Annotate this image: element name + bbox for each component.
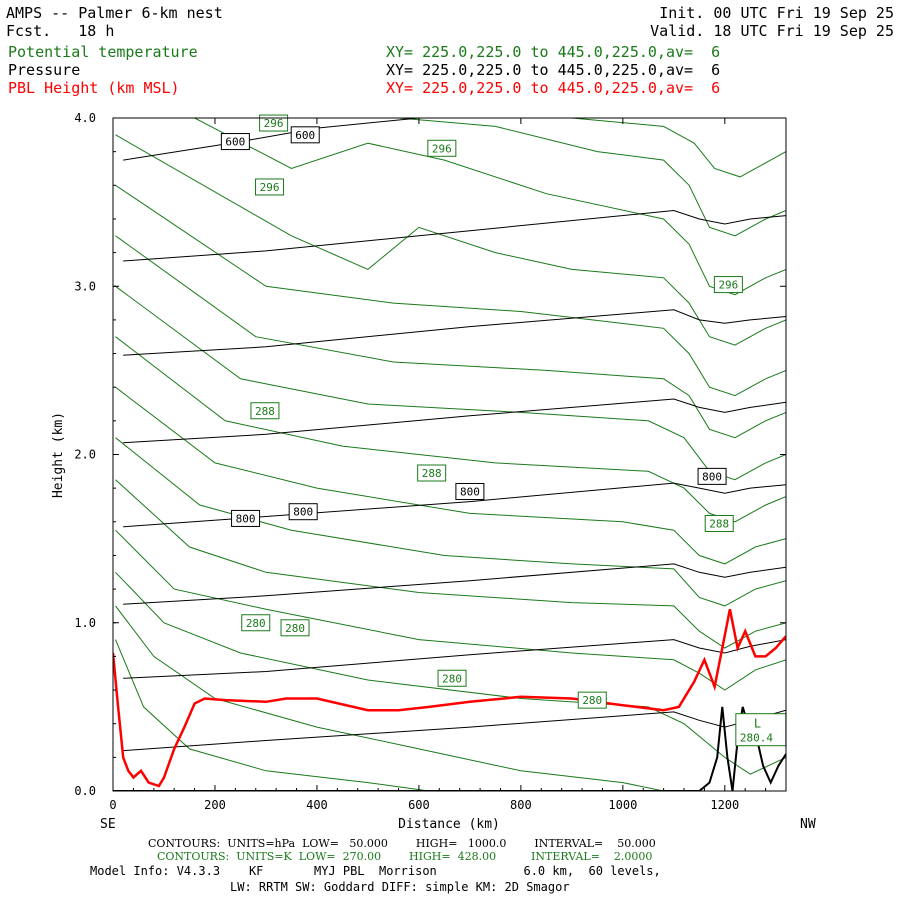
- svg-text:800: 800: [236, 512, 256, 525]
- theta-label: 296: [255, 178, 285, 196]
- x-axis-label: Distance (km): [398, 817, 500, 832]
- pressure-label: 800: [455, 483, 485, 501]
- pressure-contour-950: [123, 709, 786, 752]
- model-info: Model Info: V4.3.3 KF MYJ PBL Morrison 6…: [90, 864, 661, 878]
- pbl-height-line: [113, 609, 786, 788]
- pressure-label: 800: [697, 467, 727, 485]
- valid-time: Valid. 18 UTC Fri 19 Sep 25: [650, 22, 894, 40]
- pressure-contour-900: [123, 639, 786, 679]
- field-pbl-name: PBL Height (km MSL): [8, 79, 180, 97]
- theta-contour-info: CONTOURS: UNITS=K LOW= 270.00 HIGH= 428.…: [157, 850, 653, 863]
- pressure-label: 800: [288, 503, 318, 521]
- svg-text:800: 800: [460, 486, 480, 499]
- theta-label: 280: [241, 614, 271, 632]
- theta-contour-272: [115, 639, 430, 791]
- theta-label: 296: [427, 139, 457, 157]
- field-pbl-xy: XY= 225.0,225.0 to 445.0,225.0,av= 6: [386, 79, 721, 97]
- svg-text:600: 600: [295, 129, 315, 142]
- pbl-height-path: [113, 609, 786, 788]
- theta-label: 296: [259, 114, 289, 132]
- y-tick-label: 3.0: [74, 279, 96, 293]
- theta-label: 280: [437, 669, 467, 687]
- theta-contour-292: [115, 184, 786, 397]
- svg-text:288: 288: [255, 405, 275, 418]
- pressure-contour-600: [123, 118, 419, 161]
- y-tick-label: 1.0: [74, 616, 96, 630]
- right-end-label: NW: [800, 817, 816, 832]
- theta-contour-296: [194, 118, 786, 296]
- init-time: Init. 00 UTC Fri 19 Sep 25: [659, 4, 894, 22]
- x-tick-label: 0: [109, 798, 116, 812]
- theta-label: 280: [577, 691, 607, 709]
- svg-text:288: 288: [422, 467, 442, 480]
- pressure-contour-750: [123, 398, 786, 444]
- x-tick-label: 1000: [608, 798, 637, 812]
- x-tick-label: 1200: [710, 798, 739, 812]
- x-tick-label: 600: [408, 798, 430, 812]
- theta-label: 288: [417, 464, 447, 482]
- svg-text:280: 280: [442, 672, 462, 685]
- y-tick-label: 0.0: [74, 784, 96, 798]
- svg-text:800: 800: [702, 470, 722, 483]
- forecast-value: 18 h: [78, 22, 115, 40]
- physics-info: LW: RRTM SW: Goddard DIFF: simple KM: 2D…: [230, 880, 570, 894]
- field-theta-name: Potential temperature: [8, 43, 198, 61]
- pressure-contour-800: [123, 482, 786, 528]
- pressure-contour-700: [123, 309, 786, 356]
- svg-text:280: 280: [285, 622, 305, 635]
- svg-text:288: 288: [709, 517, 729, 530]
- theta-contour-286: [115, 336, 786, 523]
- forecast-label: Fcst.: [6, 22, 52, 40]
- theta-contour-294: [115, 134, 786, 346]
- x-tick-label: 400: [306, 798, 328, 812]
- pressure-contour-info: CONTOURS: UNITS=hPa LOW= 50.000 HIGH= 10…: [148, 837, 656, 850]
- contour-labels: 296 296 296 296 288 288 288 280 280 280 280 600 600 8…: [220, 114, 787, 747]
- theta-contour-280: [115, 479, 786, 649]
- svg-text:600: 600: [225, 136, 245, 149]
- y-axis-label: Height (km): [51, 412, 66, 498]
- theta-contours: [115, 118, 786, 791]
- svg-text:800: 800: [293, 506, 313, 519]
- svg-text:296: 296: [718, 279, 738, 292]
- svg-text:280: 280: [246, 617, 266, 630]
- svg-text:296: 296: [264, 117, 284, 130]
- theta-contour-278: [115, 529, 786, 691]
- theta-contour-288: [115, 285, 786, 481]
- low-marker-letter: L: [754, 717, 761, 731]
- pressure-label: 800: [231, 509, 261, 527]
- svg-text:280: 280: [582, 694, 602, 707]
- theta-contour-290: [115, 235, 786, 439]
- low-marker-value: 280.4: [740, 732, 773, 745]
- theta-contour-274: [115, 605, 664, 791]
- pressure-contour-850: [123, 563, 786, 605]
- x-tick-label: 200: [204, 798, 226, 812]
- field-pressure-xy: XY= 225.0,225.0 to 445.0,225.0,av= 6: [386, 61, 721, 79]
- theta-label: 296: [713, 276, 743, 294]
- forecast-hour: Fcst. 18 h: [6, 23, 114, 40]
- theta-contour-298: [398, 118, 786, 237]
- y-tick-label: 4.0: [74, 111, 96, 125]
- theta-contour-300: [571, 118, 786, 178]
- pressure-contour-650: [123, 209, 786, 262]
- terrain-line: [113, 706, 786, 791]
- pressure-label: 600: [290, 126, 320, 144]
- pressure-contours: [123, 118, 786, 752]
- theta-label: 280: [280, 619, 310, 637]
- theta-label: 288: [250, 402, 280, 420]
- field-theta-xy: XY= 225.0,225.0 to 445.0,225.0,av= 6: [386, 43, 721, 61]
- svg-text:296: 296: [260, 181, 280, 194]
- left-end-label: SE: [100, 817, 116, 832]
- y-tick-label: 2.0: [74, 448, 96, 462]
- x-tick-label: 800: [510, 798, 532, 812]
- axes: 0.0 1.0 2.0 3.0 4.0 0 200 400 600 800 1000 1200: [74, 111, 786, 812]
- field-pressure-name: Pressure: [8, 61, 81, 79]
- theta-label: 288: [704, 514, 734, 532]
- chart-title: AMPS -- Palmer 6-km nest: [6, 4, 223, 22]
- pressure-label: 600: [220, 133, 250, 151]
- terrain-path: [113, 706, 786, 791]
- theta-contour-284: [115, 386, 786, 565]
- svg-text:296: 296: [432, 142, 452, 155]
